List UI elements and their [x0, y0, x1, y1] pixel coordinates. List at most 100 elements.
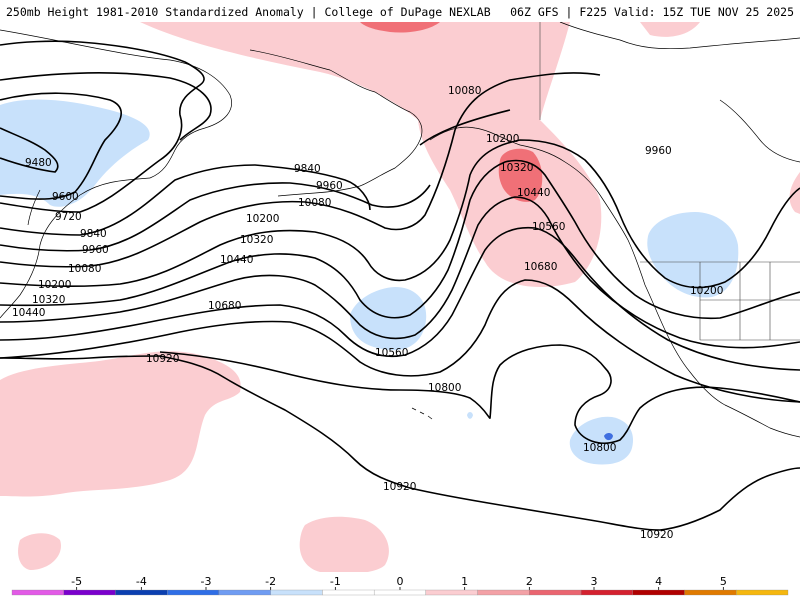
colorbar-segment [529, 589, 582, 596]
colorbar-segment [115, 589, 168, 596]
contour-label: 10920 [640, 529, 673, 541]
arctic-coast [559, 21, 800, 50]
colorbar-segment [684, 589, 737, 596]
colorbar-segment [270, 589, 323, 596]
colorbar-tick-label: 0 [397, 575, 404, 588]
colorbar-segment [322, 589, 375, 596]
model-run-info: 06Z GFS | F225 Valid: 15Z TUE NOV 25 202… [510, 5, 794, 19]
contour-label: 10680 [524, 261, 557, 273]
anomaly-negative-small [467, 412, 473, 419]
contour-label: 9480 [25, 157, 52, 169]
anomaly-positive-north [140, 22, 602, 288]
contour-label: 9960 [645, 145, 672, 157]
contour-label: 9960 [82, 244, 109, 256]
colorbar-tick-labels: -5 -4 -3 -2 -1 0 1 2 3 4 5 [71, 575, 727, 590]
contour-label: 10200 [38, 279, 71, 291]
anomaly-positive-south [299, 516, 389, 574]
anomaly-positive-southwest [0, 351, 241, 497]
contour-9480 [0, 127, 59, 173]
contour-10920 [0, 355, 800, 531]
colorbar-tick-label: 1 [461, 575, 468, 588]
hawaii-3 [427, 415, 433, 420]
contour-label: 9840 [80, 228, 107, 240]
contour-label: 10560 [532, 221, 565, 233]
colorbar-segment [373, 589, 427, 596]
contour-label: 10800 [428, 382, 461, 394]
colorbar-segment [736, 589, 789, 596]
contour-label: 10320 [32, 294, 65, 306]
colorbar-tick-label: 3 [591, 575, 598, 588]
anomaly-negative-central [350, 287, 427, 351]
contour-label: 10560 [375, 347, 408, 359]
anomaly-positive-lower-left [18, 533, 61, 570]
contour-9600 [0, 92, 122, 200]
colorbar-segment [477, 589, 530, 596]
anomaly-negative-pnw [647, 212, 739, 298]
anomaly-strong-positive [498, 148, 543, 202]
hawaii-1 [411, 407, 417, 411]
anomaly-colorbar: -5 -4 -3 -2 -1 0 1 2 3 4 5 [0, 572, 800, 600]
contour-label: 10920 [383, 481, 416, 493]
siberia-coast [0, 29, 232, 179]
colorbar-segments [11, 589, 789, 596]
contour-9720 [0, 40, 205, 213]
colorbar-tick-label: -3 [201, 575, 212, 588]
anomaly-strong-positive-north [360, 22, 440, 33]
colorbar-segment [11, 589, 64, 596]
contour-label: 10200 [246, 213, 279, 225]
contour-label: 10080 [68, 263, 101, 275]
contour-label: 10440 [220, 254, 253, 266]
colorbar-tick-label: -5 [71, 575, 82, 588]
anomaly-positive-northeast [640, 22, 700, 37]
contour-label: 9840 [294, 163, 321, 175]
contour-10080 [0, 72, 601, 268]
contour-label: 10440 [517, 187, 550, 199]
anomaly-shading [0, 22, 800, 574]
alaska-south-coast [429, 126, 601, 196]
anomaly-negative-southeast [569, 416, 634, 465]
colorbar-tick-label: 5 [720, 575, 727, 588]
anomaly-negative-southeast-core [604, 433, 613, 441]
contour-9840-northwest [0, 72, 212, 141]
us-west-coast [664, 329, 800, 438]
coastlines [0, 21, 800, 438]
kurils-coast [27, 189, 41, 226]
contour-label: 10680 [208, 300, 241, 312]
alaska-coast-west [249, 49, 423, 187]
contour-label: 9720 [55, 211, 82, 223]
header-bar: 250mb Height 1981-2010 Standardized Anom… [0, 0, 800, 22]
hawaii-2 [419, 411, 425, 415]
colorbar-tick-label: -4 [136, 575, 147, 588]
colorbar-tick-label: 2 [526, 575, 533, 588]
colorbar-segment [218, 589, 271, 596]
colorbar-segment [167, 589, 220, 596]
contour-label: 10920 [146, 353, 179, 365]
contour-10320 [0, 159, 800, 320]
map-title: 250mb Height 1981-2010 Standardized Anom… [6, 5, 491, 19]
hudson-coast [719, 99, 800, 163]
anomaly-negative-northwest [0, 99, 150, 207]
contour-label: 10080 [448, 85, 481, 97]
contour-label: 10080 [298, 197, 331, 209]
contour-10680 [0, 279, 800, 403]
contour-label: 9600 [52, 191, 79, 203]
height-contours [0, 40, 800, 531]
contour-label: 10320 [500, 162, 533, 174]
contour-label: 10200 [486, 133, 519, 145]
kamchatka-coast [0, 177, 151, 319]
aleutians [277, 185, 361, 197]
contour-10560 [0, 226, 800, 371]
state-lines-2 [700, 299, 800, 341]
contour-labels: 10080 10200 10320 10440 10560 10680 9960… [12, 85, 723, 541]
contour-label: 10320 [240, 234, 273, 246]
contour-10800 [159, 344, 800, 444]
colorbar-tick-label: -1 [330, 575, 341, 588]
colorbar-tick-label: -2 [265, 575, 276, 588]
contour-10200 [0, 139, 800, 289]
contour-label: 10440 [12, 307, 45, 319]
bc-coast [599, 194, 666, 331]
contour-label: 9960 [316, 180, 343, 192]
contour-label: 10800 [583, 442, 616, 454]
contour-9960 [0, 182, 431, 252]
